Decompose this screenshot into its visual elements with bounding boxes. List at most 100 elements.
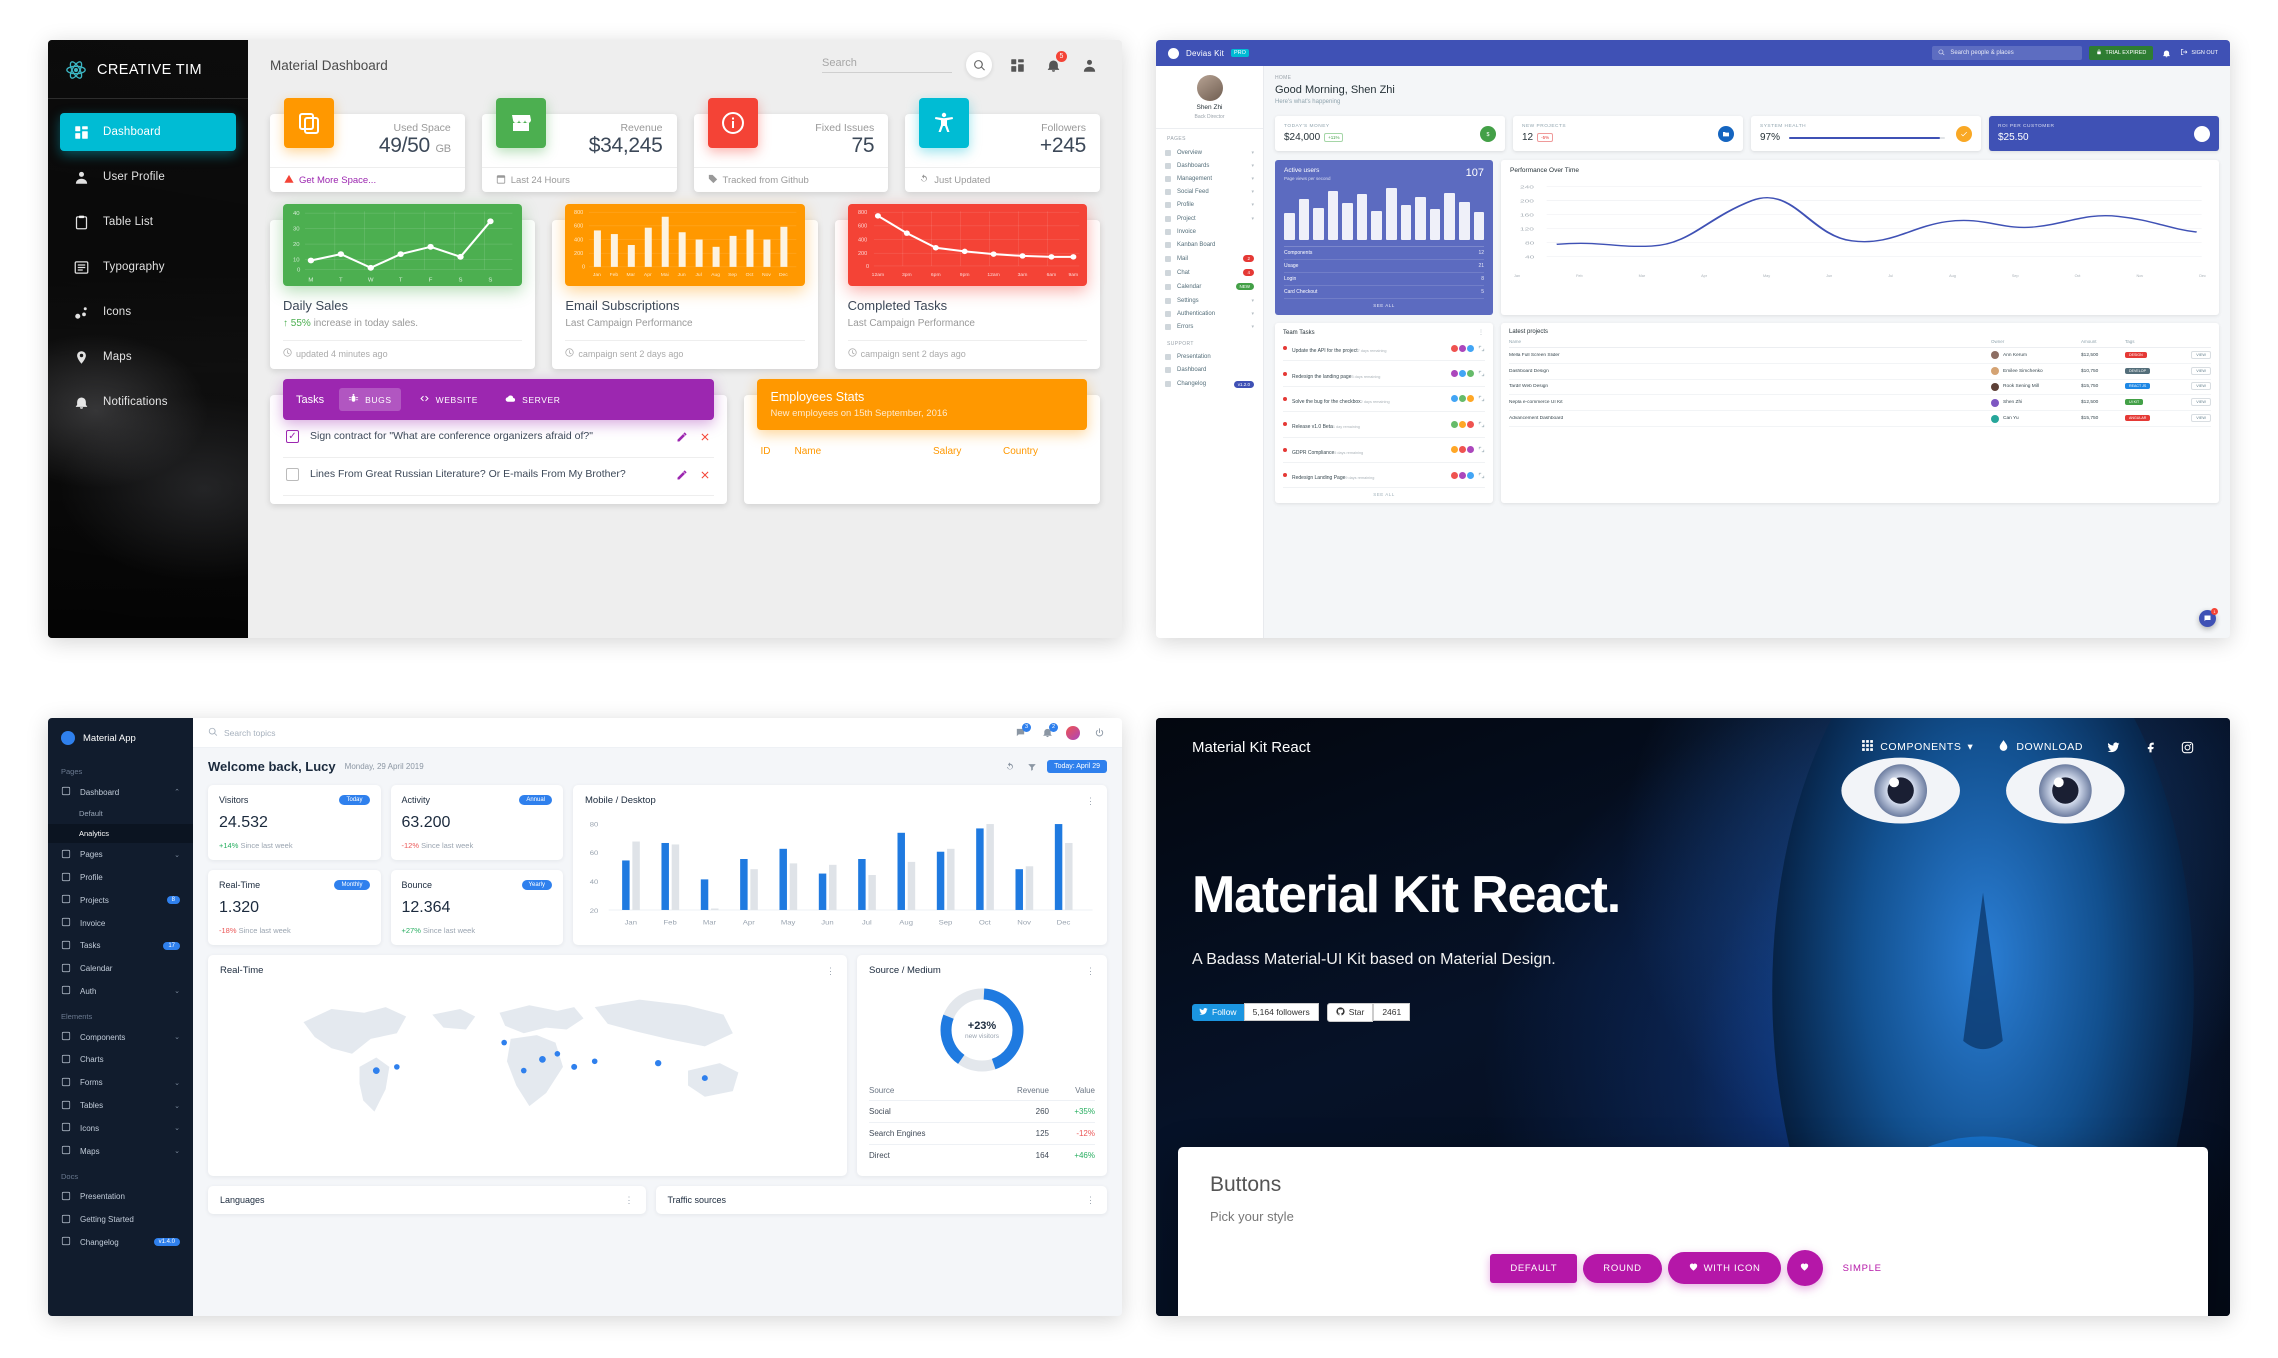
nav-download[interactable]: DOWNLOAD [1997,739,2083,755]
sidebar-item-tables[interactable]: Tables ⌄ [48,1094,193,1117]
with-icon-button[interactable]: WITH ICON [1667,1252,1781,1284]
sidebar-item-errors[interactable]: Errors ▾ [1156,320,1263,333]
sidebar-item-calendar[interactable]: Calendar NEW [1156,280,1263,294]
stat-card-system-health[interactable]: SYSTEM HEALTH 97% [1751,116,1981,151]
sidebar-item-table-list[interactable]: Table List [60,203,236,241]
sidebar-item-presentation[interactable]: Presentation [48,1186,193,1209]
kebab-menu-icon[interactable]: ⋮ [624,1195,634,1205]
md-brand[interactable]: CREATIVE TIM [48,40,248,99]
chart-card-daily-sales[interactable]: 40 30 20 10 0 M T W T F S S [270,204,536,369]
sidebar-item-profile[interactable]: Profile ▾ [1156,199,1263,212]
stat-card-used-space[interactable]: Used Space 49/50 GB Get More Space... [270,98,465,192]
stat-card-bounce[interactable]: Bounce Yearly 12.364 +27% Since last week [390,870,563,945]
sidebar-item-changelog[interactable]: Changelog v1.2.0 [1156,377,1263,391]
search-input[interactable]: Search [822,57,952,73]
kebab-menu-icon[interactable]: ⋮ [826,965,835,976]
sidebar-item-calendar[interactable]: Calendar [48,957,193,980]
view-button[interactable]: VIEW [2181,366,2211,375]
sidebar-item-default[interactable]: Default [48,804,193,824]
sidebar-item-forms[interactable]: Forms ⌄ [48,1071,193,1094]
sidebar-item-projects[interactable]: Projects 8 [48,889,193,912]
avatar[interactable] [1066,725,1080,740]
sidebar-item-dashboards[interactable]: Dashboards ▾ [1156,159,1263,172]
simple-button[interactable]: SIMPLE [1842,1262,1882,1274]
sidebar-item-social-feed[interactable]: Social Feed ▾ [1156,186,1263,199]
see-all-link[interactable]: SEE ALL [1373,492,1395,498]
sidebar-item-icons[interactable]: Icons [60,293,236,331]
sidebar-item-charts[interactable]: Charts [48,1049,193,1072]
stat-footer[interactable]: Get More Space... [270,167,465,192]
sidebar-item-dashboard[interactable]: Dashboard [60,113,236,151]
facebook-icon[interactable] [2144,741,2157,754]
delete-icon[interactable] [699,430,711,448]
stat-card-activity[interactable]: Activity Annual 63.200 -12% Since last week [390,785,563,860]
twitter-follow-button[interactable]: Follow [1192,1003,1244,1021]
view-button[interactable]: VIEW [2181,382,2211,391]
chart-card-completed-tasks[interactable]: 800 600 400 200 0 12am 3pm 6pm 9pm [834,204,1100,369]
trial-expired-badge[interactable]: TRIAL EXPIRED [2089,46,2154,60]
apps-grid-icon[interactable] [1006,54,1028,76]
sidebar-item-tasks[interactable]: Tasks 17 [48,934,193,957]
edit-icon[interactable] [676,430,688,448]
sidebar-item-kanban-board[interactable]: Kanban Board [1156,238,1263,251]
default-button[interactable]: DEFAULT [1490,1253,1578,1283]
sidebar-item-maps[interactable]: Maps [60,338,236,376]
kebab-menu-icon[interactable]: ⋮ [1086,795,1095,806]
circle-heart-button[interactable] [1786,1250,1823,1286]
tab-bugs[interactable]: BUGS [339,388,401,411]
notifications-bell-icon[interactable]: 2 [1039,722,1058,741]
stat-card-roi-per-customer[interactable]: ROI PER CUSTOMER $25.50 [1989,116,2219,151]
sign-out-button[interactable]: SIGN OUT [2180,48,2218,58]
edit-icon[interactable] [676,468,688,486]
messages-icon[interactable]: 3 [1012,722,1031,741]
stat-card-real-time[interactable]: Real-Time Monthly 1.320 -18% Since last wee… [208,870,381,945]
stat-card-followers[interactable]: Followers +245 Just Updated [905,98,1100,192]
github-star-button[interactable]: Star [1326,1002,1374,1022]
tab-server[interactable]: SERVER [496,388,569,411]
sidebar-item-icons[interactable]: Icons ⌄ [48,1117,193,1140]
sidebar-item-changelog[interactable]: Changelog v1.4.0 [48,1231,193,1254]
kebab-menu-icon[interactable]: ⋮ [1086,965,1095,976]
stat-card-new-projects[interactable]: NEW PROJECTS 12 -5% [1513,116,1743,151]
mk-brand-label[interactable]: Material Kit React [1192,738,1311,756]
sidebar-item-typography[interactable]: Typography [60,248,236,286]
refresh-icon[interactable] [1003,760,1016,773]
sidebar-item-dashboard[interactable]: Dashboard [1156,364,1263,377]
kebab-menu-icon[interactable]: ⋮ [1086,1195,1096,1205]
stat-card-fixed-issues[interactable]: Fixed Issues 75 Tracked from Github [693,98,889,192]
instagram-icon[interactable] [2181,741,2194,754]
sidebar-item-chat[interactable]: Chat 4 [1156,266,1263,280]
stat-card-visitors[interactable]: Visitors Today 24.532 +14% Since last week [208,785,381,860]
account-icon[interactable] [1078,54,1100,76]
task-checkbox[interactable] [286,430,299,443]
sidebar-item-profile[interactable]: Profile [48,866,193,889]
tab-website[interactable]: WEBSITE [410,388,487,411]
sidebar-item-invoice[interactable]: Invoice [48,912,193,935]
filter-icon[interactable] [1025,760,1038,773]
search-input[interactable]: Search topics [208,727,1001,739]
view-button[interactable]: VIEW [2181,414,2211,423]
stat-card-revenue[interactable]: Revenue $34,245 Last 24 Hours [481,98,677,192]
today-filter-button[interactable]: Today: April 29 [1047,760,1107,773]
sidebar-item-mail[interactable]: Mail 2 [1156,252,1263,266]
nav-components[interactable]: COMPONENTS ▾ [1861,739,1973,755]
sidebar-item-authentication[interactable]: Authentication ▾ [1156,307,1263,320]
stat-card-todays-money[interactable]: TODAY'S MONEY $24,000 +11% $ [1275,116,1505,151]
kebab-menu-icon[interactable]: ⋮ [1478,330,1485,336]
power-icon[interactable] [1091,725,1107,741]
task-checkbox[interactable] [286,468,299,481]
notifications-bell-icon[interactable] [2160,47,2173,60]
sidebar-item-notifications[interactable]: Notifications [60,383,236,421]
sidebar-item-user-profile[interactable]: User Profile [60,158,236,196]
see-all-link[interactable]: SEE ALL [1373,303,1395,308]
delete-icon[interactable] [699,468,711,486]
sidebar-item-presentation[interactable]: Presentation [1156,351,1263,364]
chart-card-email-subscriptions[interactable]: 800 600 400 200 0 Jan Feb [552,204,818,369]
dk-profile[interactable]: Shen Zhi Back Director [1156,75,1263,129]
sidebar-item-maps[interactable]: Maps ⌄ [48,1140,193,1163]
sidebar-item-analytics[interactable]: Analytics [48,823,193,844]
view-button[interactable]: VIEW [2181,398,2211,407]
sidebar-item-getting-started[interactable]: Getting Started [48,1208,193,1231]
sidebar-item-settings[interactable]: Settings ▾ [1156,294,1263,307]
star-count[interactable]: 2461 [1373,1003,1411,1022]
